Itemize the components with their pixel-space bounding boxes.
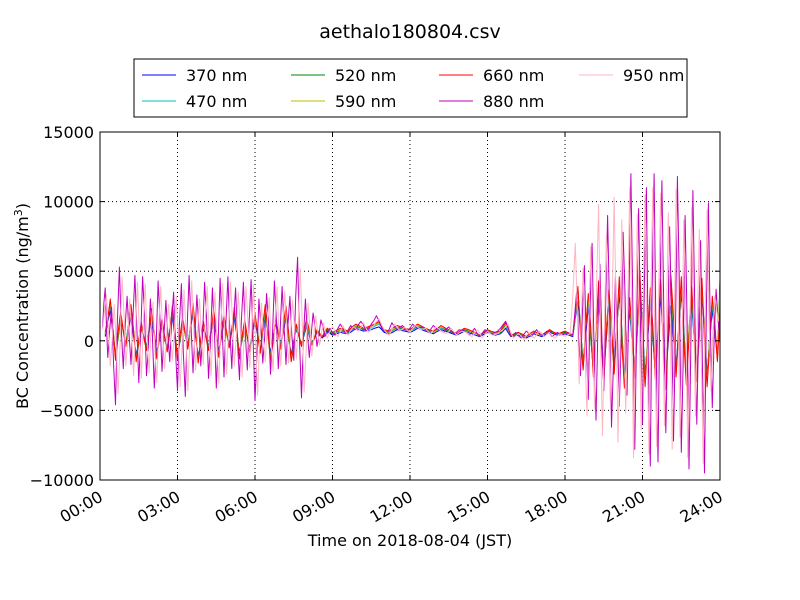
axis-ticks bbox=[99, 131, 721, 481]
y-tick-label: 5000 bbox=[53, 262, 94, 281]
x-tick-label: 09:00 bbox=[289, 487, 338, 527]
x-tick-label: 24:00 bbox=[677, 487, 726, 527]
y-axis-label: BC Concentration (ng/m3) bbox=[12, 203, 32, 409]
y-tick-labels: −10000 −5000 0 5000 10000 15000 bbox=[30, 123, 94, 490]
y-axis-label-end: ) bbox=[13, 203, 32, 209]
y-axis-label-main: BC Concentration (ng/m bbox=[13, 216, 32, 409]
legend-label: 520 nm bbox=[335, 66, 396, 85]
x-tick-label: 12:00 bbox=[367, 487, 416, 527]
series-line-950-nm bbox=[102, 187, 720, 464]
y-tick-label: −5000 bbox=[40, 401, 94, 420]
x-tick-label: 21:00 bbox=[599, 487, 648, 527]
legend-box bbox=[133, 58, 688, 118]
x-tick-label: 03:00 bbox=[134, 487, 183, 527]
y-tick-label: 15000 bbox=[43, 123, 94, 142]
series-lines bbox=[102, 173, 720, 474]
x-axis-label: Time on 2018-08-04 (JST) bbox=[307, 531, 512, 550]
legend-label: 590 nm bbox=[335, 92, 396, 111]
x-tick-label: 00:00 bbox=[57, 487, 106, 527]
legend: 370 nm 470 nm 520 nm 590 nm 660 nm 880 nm 950 … bbox=[133, 58, 688, 118]
legend-label: 950 nm bbox=[623, 66, 684, 85]
y-axis-label-sup: 3 bbox=[12, 209, 25, 216]
y-tick-label: 10000 bbox=[43, 193, 94, 212]
x-tick-label: 15:00 bbox=[444, 487, 493, 527]
series-line-880-nm bbox=[102, 173, 720, 474]
legend-label: 370 nm bbox=[186, 66, 247, 85]
y-tick-label: −10000 bbox=[30, 471, 94, 490]
legend-label: 470 nm bbox=[186, 92, 247, 111]
y-tick-label: 0 bbox=[84, 332, 94, 351]
chart-title: aethalo180804.csv bbox=[319, 21, 501, 43]
legend-label: 880 nm bbox=[483, 92, 544, 111]
x-tick-label: 18:00 bbox=[522, 487, 571, 527]
x-tick-labels: 00:00 03:00 06:00 09:00 12:00 15:00 18:00 21:00… bbox=[57, 487, 726, 527]
legend-items: 370 nm 470 nm 520 nm 590 nm 660 nm 880 nm 950 … bbox=[142, 66, 684, 111]
legend-label: 660 nm bbox=[483, 66, 544, 85]
x-tick-label: 06:00 bbox=[212, 487, 261, 527]
